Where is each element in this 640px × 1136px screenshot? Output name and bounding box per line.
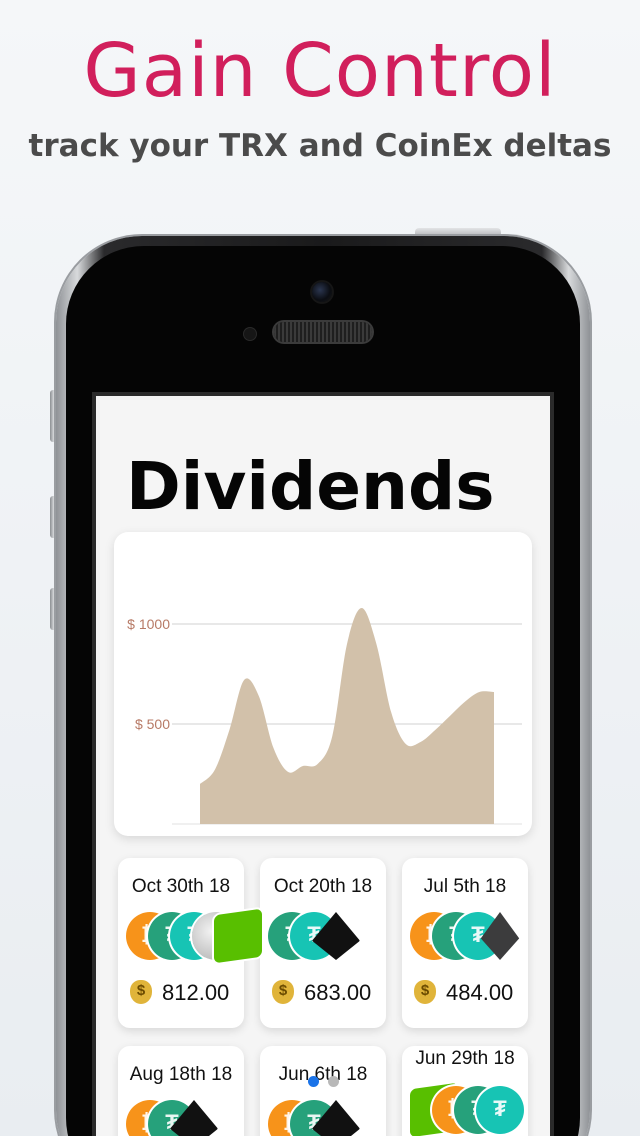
chart-y-tick-label: $ 1000	[127, 616, 170, 632]
phone-mute-switch	[50, 390, 58, 442]
money-bag-icon	[130, 980, 152, 1004]
coin-icon-stack: ₿₮	[268, 1100, 380, 1136]
dividend-card[interactable]: Aug 18th 18 ₿₮	[118, 1046, 244, 1136]
dividend-card-date: Oct 20th 18	[273, 876, 373, 897]
phone-volume-down-button	[50, 588, 58, 630]
dividend-card-amount: 484.00	[414, 980, 513, 1006]
app-screen: Dividends $ 1000$ 500 Oct 30th 18₿₮₮812.…	[92, 392, 554, 1136]
phone-power-button	[415, 228, 501, 238]
dividend-card[interactable]: Oct 20th 18 ₮₮ 683.00	[260, 858, 386, 1028]
dividend-card[interactable]: Jun 29th 18 ₿₮₮	[402, 1046, 528, 1136]
coin-icon-stack: ₿₮₮	[410, 1082, 524, 1136]
coin-icon-stack: ₿₮₮	[126, 908, 262, 964]
dividend-card-date: Jul 5th 18	[423, 876, 507, 897]
neo-coin-icon	[214, 908, 262, 964]
dividends-chart: $ 1000 $ 500	[127, 608, 522, 825]
money-bag-icon	[272, 980, 294, 1004]
phone-volume-up-button	[50, 496, 58, 538]
dividends-chart-card: $ 1000 $ 500	[114, 532, 532, 836]
money-bag-icon	[414, 980, 436, 1004]
chart-y-tick-label: $ 500	[135, 716, 170, 732]
dividend-card-amount: 683.00	[272, 980, 371, 1006]
promo-subhead: track your TRX and CoinEx deltas	[28, 128, 612, 164]
phone-camera-icon	[312, 282, 332, 302]
dividend-card[interactable]: Jul 5th 18 ₿₮₮ 484.00	[402, 858, 528, 1028]
promo-headline: Gain Control	[83, 28, 557, 114]
coin-icon-stack: ₿₮₮	[410, 912, 522, 962]
dividend-card-date: Jun 6th 18	[278, 1064, 368, 1085]
dividend-card-date: Oct 30th 18	[131, 876, 231, 897]
amount-value: 683.00	[304, 980, 372, 1005]
coin-glyph: ₮	[493, 1096, 507, 1121]
coin-icon-stack: ₮₮	[268, 912, 380, 962]
dividend-card-amount: 812.00	[130, 980, 229, 1006]
coin-glyph: ₮	[471, 922, 485, 947]
page-title: Dividends	[126, 448, 495, 525]
coin-icon-stack: ₿₮	[126, 1100, 238, 1136]
phone-sensor-icon	[244, 328, 256, 340]
chart-area-series	[200, 608, 494, 824]
dividend-card[interactable]: Oct 30th 18 ₿₮₮ 812.00	[118, 858, 262, 1028]
cyan-coin-icon: ₮	[476, 1086, 524, 1134]
amount-value: 812.00	[162, 980, 230, 1005]
dividend-card-date: Aug 18th 18	[129, 1064, 233, 1085]
phone-speaker-icon	[274, 322, 372, 342]
dividend-card[interactable]: Jun 6th 18 ₿₮	[260, 1046, 386, 1136]
pager-dot[interactable]	[328, 1076, 339, 1087]
pager-dot-active[interactable]	[308, 1076, 319, 1087]
amount-value: 484.00	[446, 980, 514, 1005]
dividend-card-date: Jun 29th 18	[415, 1048, 515, 1069]
